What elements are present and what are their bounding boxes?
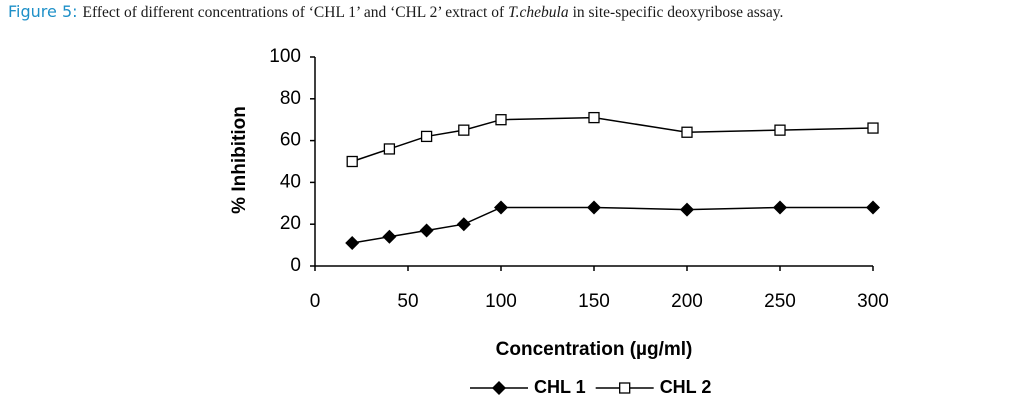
x-tick-label: 150 [578, 291, 610, 312]
y-tick-label: 60 [280, 130, 301, 151]
data-point [588, 111, 600, 124]
x-tick-label: 0 [310, 291, 321, 312]
data-point [495, 114, 507, 126]
y-tick-label: 80 [280, 88, 301, 109]
caption-text: in site-specific deoxyribose assay. [572, 4, 784, 21]
y-tick-label: 0 [290, 255, 301, 276]
y-axis-label: % Inhibition [229, 106, 250, 214]
x-tick-label: 200 [671, 291, 703, 312]
x-tick-label: 50 [397, 291, 418, 312]
x-tick-label: 250 [764, 291, 796, 312]
caption-species: T.chebula [508, 4, 569, 21]
data-point [587, 200, 601, 215]
caption: Figure 5: Effect of different concentrati… [8, 2, 1008, 22]
y-tick-label: 100 [269, 46, 301, 67]
y-tick-label: 20 [280, 213, 301, 234]
caption-text: Effect of different concentrations of ‘C… [82, 4, 505, 21]
data-point [456, 217, 471, 232]
x-tick-label: 300 [857, 291, 889, 312]
data-point [774, 124, 786, 136]
data-point [345, 236, 360, 251]
data-point [866, 200, 880, 215]
series-line [352, 206, 873, 244]
data-point [680, 202, 694, 217]
data-point [773, 200, 787, 215]
x-axis-label: Concentration (µg/ml) [496, 339, 693, 360]
legend-label: CHL 1 [534, 377, 586, 397]
legend-marker [492, 381, 506, 395]
x-tick-label: 100 [485, 291, 517, 312]
data-point [346, 155, 358, 168]
legend-marker [619, 382, 631, 394]
data-point [420, 130, 433, 143]
data-point [458, 124, 470, 136]
data-point [494, 200, 508, 215]
y-tick-label: 40 [280, 171, 301, 192]
caption-label: Figure 5: [8, 2, 78, 21]
data-point [382, 229, 397, 244]
data-point [867, 122, 879, 134]
legend-label: CHL 2 [660, 377, 712, 397]
data-point [681, 126, 693, 138]
data-point [419, 223, 434, 238]
data-point [383, 143, 396, 155]
